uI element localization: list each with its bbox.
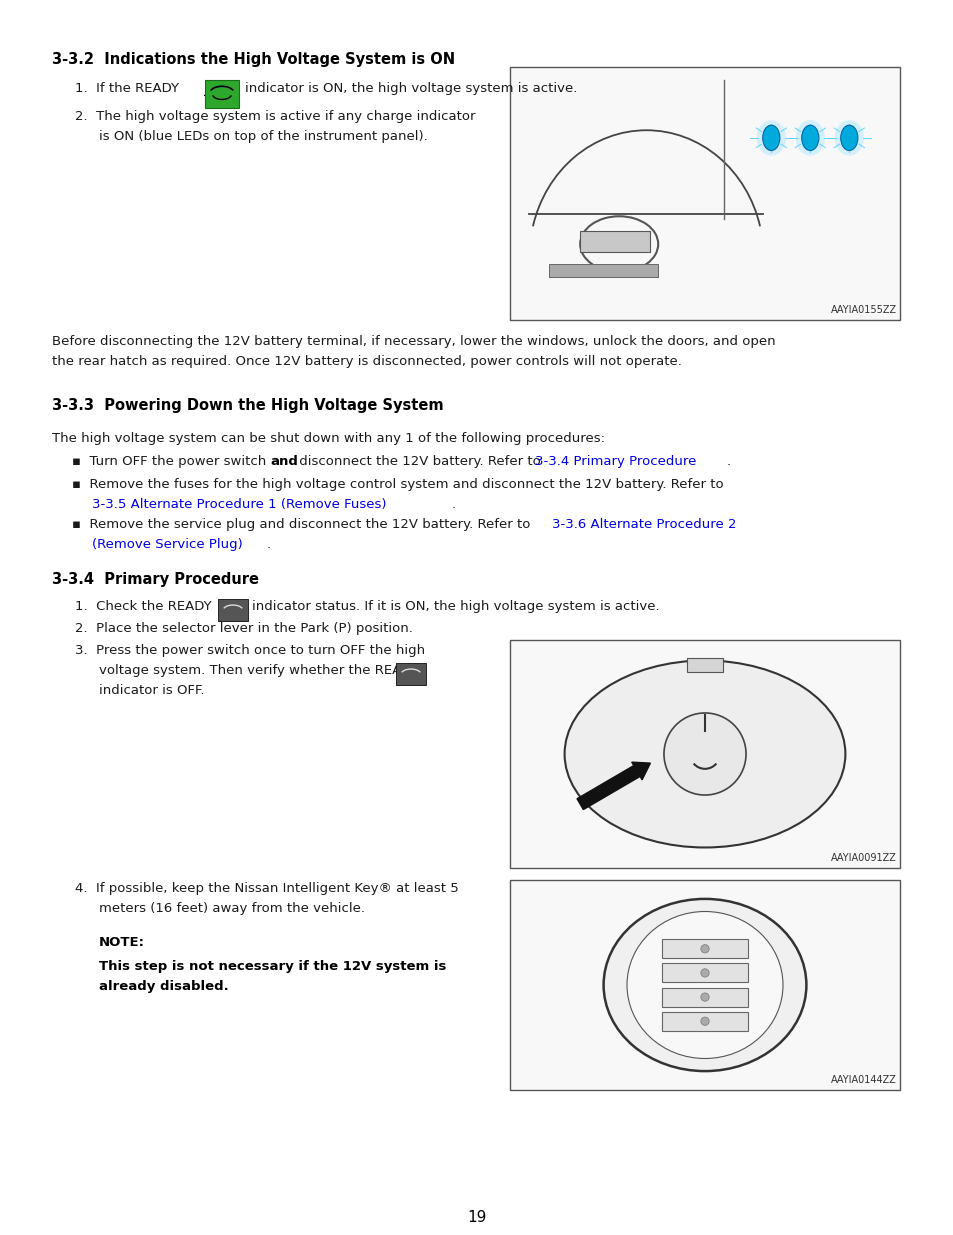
Text: AAYIA0144ZZ: AAYIA0144ZZ bbox=[830, 1074, 896, 1086]
Text: AAYIA0155ZZ: AAYIA0155ZZ bbox=[830, 305, 896, 315]
Bar bbox=[661, 1011, 747, 1031]
Text: 3-3.6 Alternate Procedure 2: 3-3.6 Alternate Procedure 2 bbox=[552, 517, 736, 531]
Bar bbox=[579, 231, 650, 252]
FancyArrow shape bbox=[577, 762, 650, 810]
Bar bbox=[510, 67, 899, 320]
Circle shape bbox=[700, 993, 708, 1002]
Text: disconnect the 12V battery. Refer to: disconnect the 12V battery. Refer to bbox=[294, 454, 544, 468]
Bar bbox=[510, 881, 899, 1091]
Text: 2.  The high voltage system is active if any charge indicator: 2. The high voltage system is active if … bbox=[75, 110, 475, 124]
Text: is ON (blue LEDs on top of the instrument panel).: is ON (blue LEDs on top of the instrumen… bbox=[99, 130, 427, 143]
Bar bbox=[510, 640, 899, 868]
Text: NOTE:: NOTE: bbox=[99, 936, 145, 948]
Circle shape bbox=[700, 968, 708, 977]
Text: already disabled.: already disabled. bbox=[99, 981, 229, 993]
Text: .: . bbox=[452, 498, 456, 511]
Text: meters (16 feet) away from the vehicle.: meters (16 feet) away from the vehicle. bbox=[99, 902, 365, 915]
Text: 4.  If possible, keep the Nissan Intelligent Key® at least 5: 4. If possible, keep the Nissan Intellig… bbox=[75, 882, 458, 895]
Text: (Remove Service Plug): (Remove Service Plug) bbox=[91, 538, 242, 551]
Ellipse shape bbox=[795, 120, 824, 156]
Bar bbox=[548, 264, 658, 277]
Text: the rear hatch as required. Once 12V battery is disconnected, power controls wil: the rear hatch as required. Once 12V bat… bbox=[52, 354, 681, 368]
Circle shape bbox=[700, 945, 708, 953]
Ellipse shape bbox=[840, 125, 857, 151]
Text: The high voltage system can be shut down with any 1 of the following procedures:: The high voltage system can be shut down… bbox=[52, 432, 604, 445]
Text: .: . bbox=[267, 538, 271, 551]
Text: 3-3.4  Primary Procedure: 3-3.4 Primary Procedure bbox=[52, 572, 258, 587]
Text: 3-3.4 Primary Procedure: 3-3.4 Primary Procedure bbox=[535, 454, 696, 468]
Bar bbox=[687, 658, 721, 672]
Bar bbox=[661, 963, 747, 982]
Text: ▪  Remove the service plug and disconnect the 12V battery. Refer to: ▪ Remove the service plug and disconnect… bbox=[71, 517, 534, 531]
Bar bbox=[205, 80, 239, 107]
Text: and: and bbox=[270, 454, 297, 468]
Ellipse shape bbox=[801, 125, 818, 151]
Text: 3-3.5 Alternate Procedure 1 (Remove Fuses): 3-3.5 Alternate Procedure 1 (Remove Fuse… bbox=[91, 498, 386, 511]
Text: 3-3.2  Indications the High Voltage System is ON: 3-3.2 Indications the High Voltage Syste… bbox=[52, 52, 455, 67]
Ellipse shape bbox=[626, 911, 782, 1058]
Ellipse shape bbox=[761, 125, 779, 151]
Text: 2.  Place the selector lever in the Park (P) position.: 2. Place the selector lever in the Park … bbox=[75, 622, 413, 635]
Bar bbox=[661, 988, 747, 1007]
Bar bbox=[218, 599, 248, 621]
Text: 19: 19 bbox=[467, 1210, 486, 1225]
Text: voltage system. Then verify whether the READY: voltage system. Then verify whether the … bbox=[99, 664, 418, 677]
Text: This step is not necessary if the 12V system is: This step is not necessary if the 12V sy… bbox=[99, 960, 446, 973]
Text: 3-3.3  Powering Down the High Voltage System: 3-3.3 Powering Down the High Voltage Sys… bbox=[52, 398, 443, 412]
Bar bbox=[395, 663, 426, 685]
Text: 3.  Press the power switch once to turn OFF the high: 3. Press the power switch once to turn O… bbox=[75, 643, 425, 657]
Text: 1.  Check the READY: 1. Check the READY bbox=[75, 600, 212, 613]
Text: Before disconnecting the 12V battery terminal, if necessary, lower the windows, : Before disconnecting the 12V battery ter… bbox=[52, 335, 775, 348]
Circle shape bbox=[663, 713, 745, 795]
Text: ▪  Turn OFF the power switch: ▪ Turn OFF the power switch bbox=[71, 454, 271, 468]
Text: indicator is OFF.: indicator is OFF. bbox=[99, 684, 204, 697]
Text: .: . bbox=[726, 454, 730, 468]
Ellipse shape bbox=[564, 661, 844, 847]
Text: indicator status. If it is ON, the high voltage system is active.: indicator status. If it is ON, the high … bbox=[252, 600, 659, 613]
Text: ▪  Remove the fuses for the high voltage control system and disconnect the 12V b: ▪ Remove the fuses for the high voltage … bbox=[71, 478, 723, 492]
Text: indicator is ON, the high voltage system is active.: indicator is ON, the high voltage system… bbox=[245, 82, 577, 95]
Ellipse shape bbox=[603, 899, 805, 1071]
Text: AAYIA0091ZZ: AAYIA0091ZZ bbox=[830, 853, 896, 863]
Ellipse shape bbox=[834, 120, 863, 156]
Ellipse shape bbox=[756, 120, 785, 156]
Circle shape bbox=[700, 1018, 708, 1025]
Bar bbox=[661, 940, 747, 958]
Text: 1.  If the READY: 1. If the READY bbox=[75, 82, 179, 95]
